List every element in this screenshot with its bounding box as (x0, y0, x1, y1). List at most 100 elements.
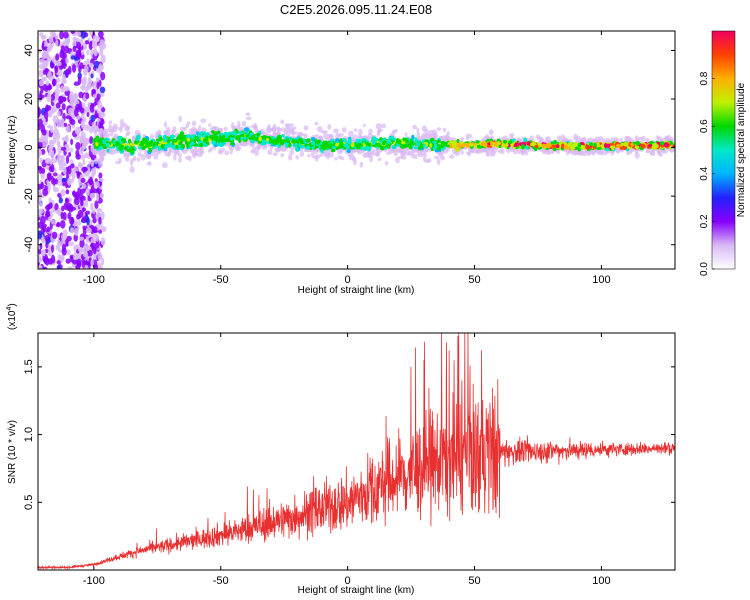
spectrogram-cell (323, 132, 329, 139)
spectrogram-cell (53, 128, 59, 136)
spectrogram-y-tick-label: -20 (23, 188, 35, 204)
spectrogram-cell (258, 136, 262, 142)
spectrogram-cell (121, 137, 126, 143)
colorbar-tick-label: 0.6 (699, 119, 710, 133)
spectrogram-cell (105, 138, 111, 141)
spectrogram-x-tick-label: -100 (83, 274, 105, 286)
spectrogram-cell (62, 211, 67, 221)
spectrogram-cell (377, 157, 382, 161)
spectrogram-cell (73, 81, 80, 86)
spectrogram-cell (164, 144, 169, 149)
spectrogram-cell (84, 264, 89, 269)
spectrogram-cell (488, 129, 494, 136)
spectrogram-cell (265, 127, 272, 134)
spectrogram-cell (86, 49, 90, 56)
spectrogram-cell (123, 153, 129, 157)
spectrogram-cell (334, 157, 338, 161)
spectrogram-cell (288, 123, 295, 127)
spectrogram-x-tick-label: 50 (468, 274, 480, 286)
spectrogram-cell (358, 128, 363, 136)
spectrogram-cell (59, 50, 65, 59)
spectrogram-cell (100, 71, 106, 81)
spectrogram-cell (529, 135, 534, 142)
spectrogram-cell (99, 193, 104, 199)
spectrogram-cell (243, 127, 250, 132)
spectrogram-cell (596, 142, 600, 148)
spectrogram-cell (293, 126, 297, 130)
spectrogram-cell (218, 148, 222, 154)
spectrogram-cell (107, 133, 114, 137)
spectrogram-cell (559, 134, 566, 142)
spectrogram-cell (433, 155, 440, 160)
spectrogram-cell (460, 150, 464, 155)
spectrogram-cell (103, 131, 108, 136)
spectrogram-cell (226, 132, 231, 136)
spectrogram-cell (38, 248, 42, 255)
spectrogram-cell (347, 130, 354, 137)
spectrogram-cell (280, 134, 285, 138)
spectrogram-cell (183, 126, 187, 132)
spectrogram-cell (38, 230, 43, 239)
spectrogram-cell (66, 241, 69, 247)
spectrogram-cell (231, 122, 235, 129)
spectrogram-cell (195, 148, 201, 152)
spectrogram-cell (175, 144, 179, 149)
spectrogram-cell (278, 138, 284, 144)
spectrogram-cell (100, 225, 105, 231)
spectrogram-cell (270, 136, 276, 140)
spectrogram-cell (89, 79, 93, 85)
spectrogram-cell (248, 137, 252, 140)
spectrogram-cell (170, 134, 174, 139)
spectrogram-cell (294, 139, 300, 143)
spectrogram-cell (216, 138, 221, 143)
spectrogram-cell (61, 205, 65, 212)
spectrogram-cell (55, 39, 59, 47)
spectrogram-cell (289, 137, 293, 142)
spectrogram-cell (342, 138, 347, 143)
spectrogram-cell (551, 144, 557, 148)
spectrogram-cell (433, 132, 438, 140)
spectrogram-cell (465, 142, 470, 148)
spectrogram-cell (84, 199, 89, 208)
spectrogram-cell (42, 84, 47, 91)
spectrogram-cell (645, 149, 650, 154)
spectrogram-cell (669, 149, 675, 153)
spectrogram-cell (568, 142, 573, 147)
spectrogram-cell (39, 157, 43, 163)
spectrogram-cell (410, 148, 415, 153)
spectrogram-cell (98, 31, 104, 38)
spectrogram-cell (383, 140, 388, 144)
spectrogram-cell (66, 249, 71, 256)
spectrogram-cell (94, 157, 99, 165)
spectrogram-cell (289, 149, 295, 155)
spectrogram-cell (580, 144, 585, 150)
spectrogram-cell (71, 64, 77, 73)
spectrogram-cell (75, 31, 82, 37)
spectrogram-cell (433, 142, 437, 148)
colorbar-tick-label: 0.2 (699, 214, 710, 228)
spectrogram-cell (59, 220, 66, 229)
spectrogram-cell (105, 142, 110, 148)
spectrogram-cell (333, 128, 339, 134)
spectrogram-cell (51, 219, 56, 225)
spectrogram-cell (178, 115, 182, 123)
spectrogram-cell (73, 197, 80, 206)
spectrogram-cell (68, 151, 72, 158)
spectrogram-cell (220, 138, 226, 143)
colorbar-label: Normalized spectral amplitude (736, 82, 747, 217)
spectrogram-cell (95, 141, 99, 147)
spectrogram-cell (508, 140, 513, 144)
snr-y-ticks: 0.51.01.5 (23, 359, 675, 510)
spectrogram-cell (630, 142, 634, 147)
spectrogram-cell (50, 254, 56, 264)
spectrogram-cell (590, 138, 595, 143)
spectrogram-cell (291, 139, 296, 143)
spectrogram-cell (659, 153, 663, 157)
spectrogram-cell (563, 144, 569, 150)
spectrogram-cell (591, 151, 596, 156)
spectrogram-cell (401, 151, 406, 157)
spectrogram-cell (288, 153, 293, 161)
spectrogram-cell (310, 152, 315, 158)
spectrogram-cell (429, 143, 433, 148)
